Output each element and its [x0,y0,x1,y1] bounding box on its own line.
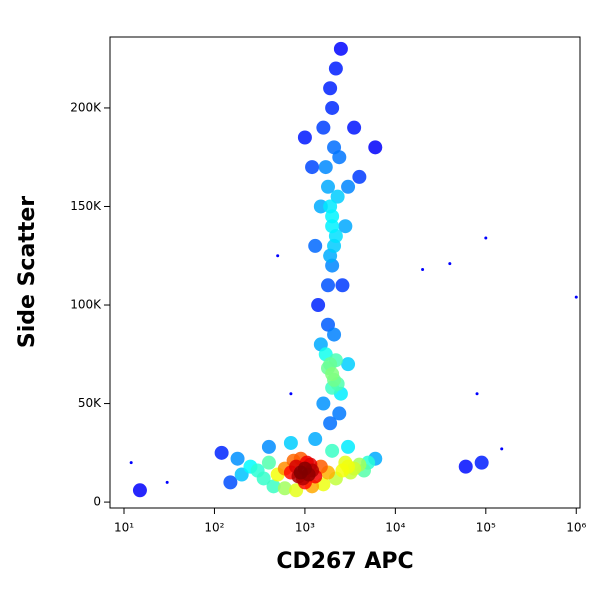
x-tick-label: 10⁴ [385,521,405,535]
event-point [325,366,340,381]
event-point [333,41,348,56]
event-point [352,169,367,184]
x-tick-label: 10¹ [114,521,134,535]
event-point [297,130,312,145]
event-point [261,439,276,454]
event-point [316,396,331,411]
event-point [266,479,281,494]
event-point [332,406,347,421]
x-tick-label: 10⁶ [566,521,586,535]
event-point [305,160,320,175]
event-point [320,278,335,293]
event-point [475,392,479,396]
event-point [341,357,356,372]
event-point [325,443,340,458]
event-point [311,298,326,313]
event-point [368,140,383,155]
event-point [316,120,331,135]
event-point [261,455,276,470]
event-point [289,392,293,396]
event-point [214,445,229,460]
event-point [474,455,489,470]
event-point [318,160,333,175]
event-point [320,179,335,194]
event-point [230,451,245,466]
event-point [330,189,345,204]
y-axis-title: Side Scatter [15,196,40,348]
plot-frame [109,36,581,509]
event-point [328,61,343,76]
event-point [347,120,362,135]
event-point [277,481,292,496]
event-point [341,439,356,454]
event-point [325,100,340,115]
event-point [338,219,353,234]
event-point [574,295,578,299]
x-tick-label: 10³ [295,521,315,535]
event-point [325,219,340,234]
event-point [335,278,350,293]
event-point [276,254,280,258]
event-point [308,238,323,253]
x-axis-title: CD267 APC [276,549,413,574]
event-point [327,327,342,342]
event-point [283,435,298,450]
event-point [500,447,504,451]
event-point [335,463,350,478]
event-point [332,150,347,165]
event-point [223,475,238,490]
event-point [448,262,452,266]
event-point [325,209,340,224]
event-point [323,81,338,96]
y-tick-label: 50K [78,396,102,410]
y-tick-label: 150K [70,199,102,213]
x-tick-label: 10⁵ [476,521,496,535]
event-point [484,236,488,240]
y-tick-label: 200K [70,100,102,114]
event-point [308,432,323,447]
event-point [132,483,147,498]
event-point [129,461,133,465]
y-tick-label: 100K [70,298,102,312]
event-point [421,268,425,272]
x-tick-label: 10² [204,521,224,535]
event-point [323,416,338,431]
event-point [165,480,169,484]
event-point [341,179,356,194]
event-point [256,471,271,486]
y-tick-label: 0 [93,495,101,509]
event-point [293,465,308,480]
event-point [458,459,473,474]
